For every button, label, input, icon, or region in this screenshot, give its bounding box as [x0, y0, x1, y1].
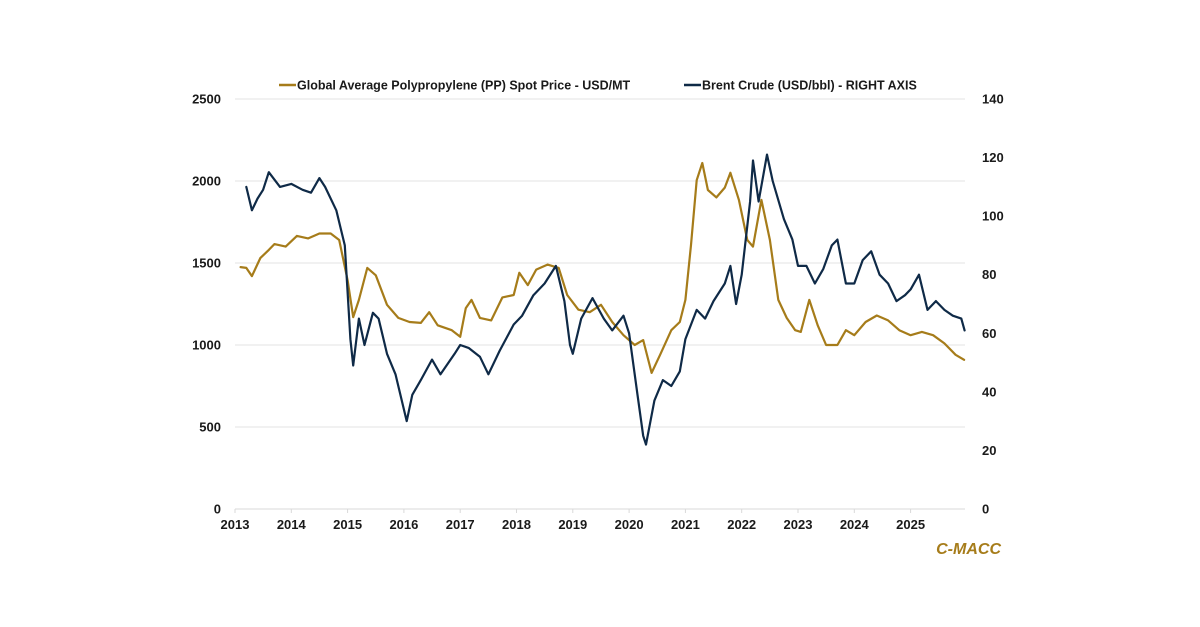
- y-tick-label-left: 2000: [192, 174, 221, 189]
- x-tick-label: 2023: [784, 517, 813, 532]
- y-tick-label-right: 20: [982, 443, 996, 458]
- x-tick-label: 2022: [727, 517, 756, 532]
- x-tick-label: 2017: [446, 517, 475, 532]
- x-tick-label: 2018: [502, 517, 531, 532]
- y-tick-label-right: 0: [982, 502, 989, 517]
- y-tick-label-right: 120: [982, 150, 1004, 165]
- legend-label-brent: Brent Crude (USD/bbl) - RIGHT AXIS: [702, 79, 917, 93]
- series-line-pp: [239, 161, 966, 374]
- x-tick-label: 2025: [896, 517, 925, 532]
- x-tick-label: 2013: [221, 517, 250, 532]
- y-tick-label-left: 500: [199, 420, 221, 435]
- x-tick-label: 2020: [615, 517, 644, 532]
- legend-label-pp: Global Average Polypropylene (PP) Spot P…: [297, 79, 631, 93]
- series-line-brent: [245, 153, 966, 446]
- y-tick-label-right: 100: [982, 209, 1004, 224]
- y-tick-label-left: 0: [214, 502, 221, 517]
- y-tick-label-right: 80: [982, 267, 996, 282]
- y-tick-label-left: 1000: [192, 338, 221, 353]
- legend: Global Average Polypropylene (PP) Spot P…: [279, 79, 917, 93]
- brand-label: C-MACC: [936, 541, 1001, 558]
- y-tick-label-left: 1500: [192, 256, 221, 271]
- y-tick-label-right: 40: [982, 384, 996, 399]
- x-tick-label: 2024: [840, 517, 870, 532]
- series-lines: [239, 153, 966, 446]
- y-tick-label-left: 2500: [192, 92, 221, 107]
- x-tick-label: 2021: [671, 517, 700, 532]
- y-tick-label-right: 140: [982, 92, 1004, 107]
- x-tick-label: 2016: [389, 517, 418, 532]
- axes: 0 500 1000 1500 2000 2500 0 20 40 60 80 100 120 140 20…: [192, 92, 1004, 533]
- y-tick-label-right: 60: [982, 326, 996, 341]
- x-tick-label: 2019: [558, 517, 587, 532]
- x-tick-label: 2014: [277, 517, 307, 532]
- x-tick-label: 2015: [333, 517, 362, 532]
